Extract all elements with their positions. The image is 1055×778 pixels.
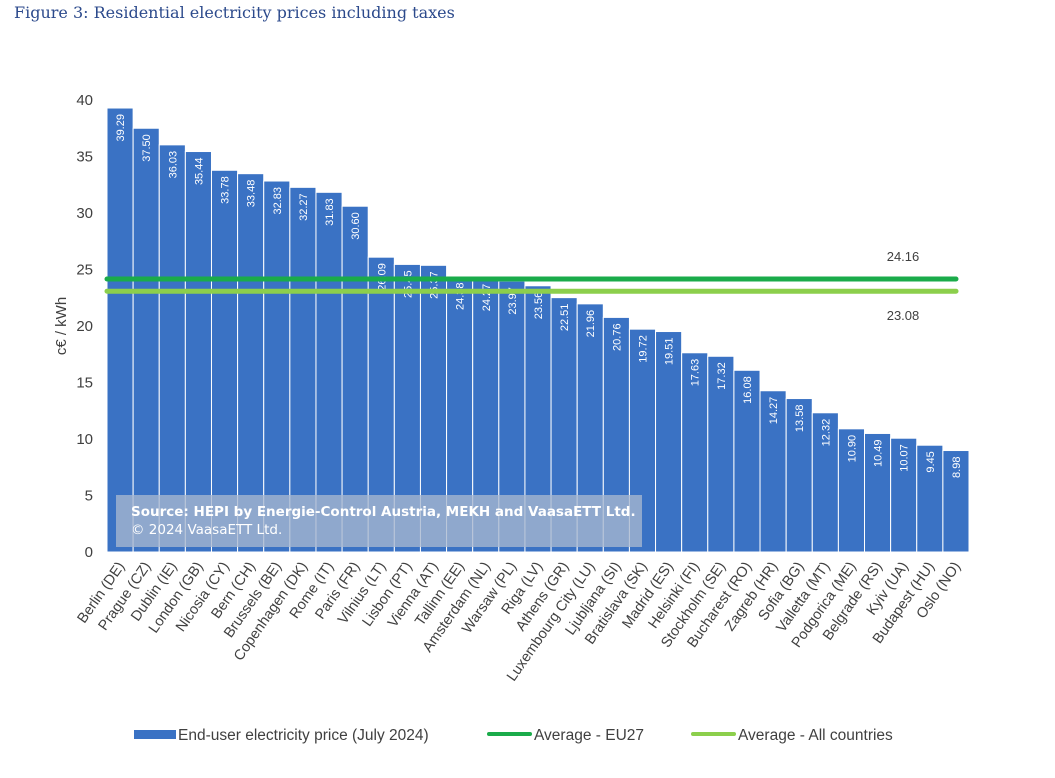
source-box: Source: HEPI by Energie-Control Austria,…: [116, 495, 642, 547]
bar-value-label: 36.03: [167, 151, 179, 179]
bar-value-label: 32.83: [272, 187, 284, 215]
bar: [106, 107, 134, 553]
bars: 39.29 37.50 36.03 35.44 33.78 33.48 32.83 32.27…: [106, 107, 970, 553]
y-tick-label: 30: [76, 205, 93, 222]
bar-value-label: 8.98: [951, 457, 963, 478]
y-axis-label: c€ / kWh: [53, 297, 70, 355]
bar-value-label: 33.78: [220, 176, 232, 204]
bar-value-label: 35.44: [193, 158, 205, 186]
eu27-average-value: 24.16: [887, 249, 920, 264]
copyright-text: © 2024 VaasaETT Ltd.: [131, 522, 282, 538]
bar-value-label: 10.07: [899, 444, 911, 472]
legend-label-all: Average - All countries: [738, 727, 893, 744]
y-tick-label: 0: [85, 544, 93, 561]
average-lines: 24.16 23.08: [104, 249, 959, 323]
bar-value-label: 9.45: [925, 451, 937, 472]
y-tick-label: 5: [85, 488, 93, 505]
legend: End-user electricity price (July 2024) Av…: [134, 727, 893, 744]
bar-value-label: 25.45: [402, 270, 414, 298]
bar-value-label: 10.49: [873, 439, 885, 467]
bar-value-label: 37.50: [141, 134, 153, 162]
bar-value-label: 33.48: [246, 180, 258, 208]
bar-value-label: 19.72: [637, 335, 649, 363]
bar-value-label: 23.56: [533, 292, 545, 320]
bar-value-label: 32.27: [298, 193, 310, 221]
bar-value-label: 24.38: [455, 283, 467, 311]
bar-value-label: 39.29: [115, 114, 127, 142]
bar-value-label: 25.37: [429, 271, 441, 299]
bar: [184, 151, 212, 553]
source-text: Source: HEPI by Energie-Control Austria,…: [131, 504, 636, 520]
y-tick-label: 20: [76, 318, 93, 335]
figure-title: Figure 3: Residential electricity prices…: [14, 3, 455, 22]
bar-value-label: 13.58: [794, 405, 806, 433]
y-tick-label: 25: [76, 262, 93, 279]
bar-value-label: 31.83: [324, 198, 336, 226]
bar: [132, 127, 160, 553]
legend-swatch-bar: [134, 730, 176, 739]
legend-label-eu27: Average - EU27: [534, 727, 644, 744]
bar-value-label: 24.27: [481, 284, 493, 312]
bar: [158, 144, 186, 553]
bar: [942, 450, 970, 553]
bar: [916, 444, 944, 553]
bar-value-label: 12.32: [820, 419, 832, 447]
bar-value-label: 14.27: [768, 397, 780, 425]
all-countries-average-value: 23.08: [887, 308, 920, 323]
y-tick-label: 15: [76, 375, 93, 392]
y-tick-label: 35: [76, 149, 93, 166]
bar-value-label: 16.08: [742, 376, 754, 404]
y-tick-label: 10: [76, 431, 93, 448]
bar-value-label: 23.97: [507, 287, 519, 315]
bar: [681, 352, 709, 553]
bar-value-label: 20.76: [611, 323, 623, 351]
bar: [864, 432, 892, 553]
bar: [707, 355, 735, 553]
bar: [210, 169, 239, 553]
bar: [341, 205, 369, 553]
source-box-background: [116, 495, 642, 547]
bar: [263, 180, 291, 553]
bar-value-label: 17.32: [716, 362, 728, 390]
bar: [837, 428, 866, 553]
bar-value-label: 22.51: [559, 304, 571, 332]
bar-value-label: 19.51: [664, 338, 676, 366]
bar-value-label: 30.60: [350, 212, 362, 240]
bar-value-label: 10.90: [846, 435, 858, 463]
bar-value-label: 21.96: [585, 310, 597, 338]
legend-label-bar: End-user electricity price (July 2024): [178, 727, 429, 744]
bar: [785, 398, 813, 553]
y-tick-label: 40: [76, 92, 93, 109]
x-axis-labels: Berlin (DE)Prague (CZ)Dublin (IE)London …: [75, 559, 965, 684]
y-axis: 0 5 10 15 20 25 30 35 40: [76, 92, 93, 561]
bar-value-label: 17.63: [690, 359, 702, 387]
